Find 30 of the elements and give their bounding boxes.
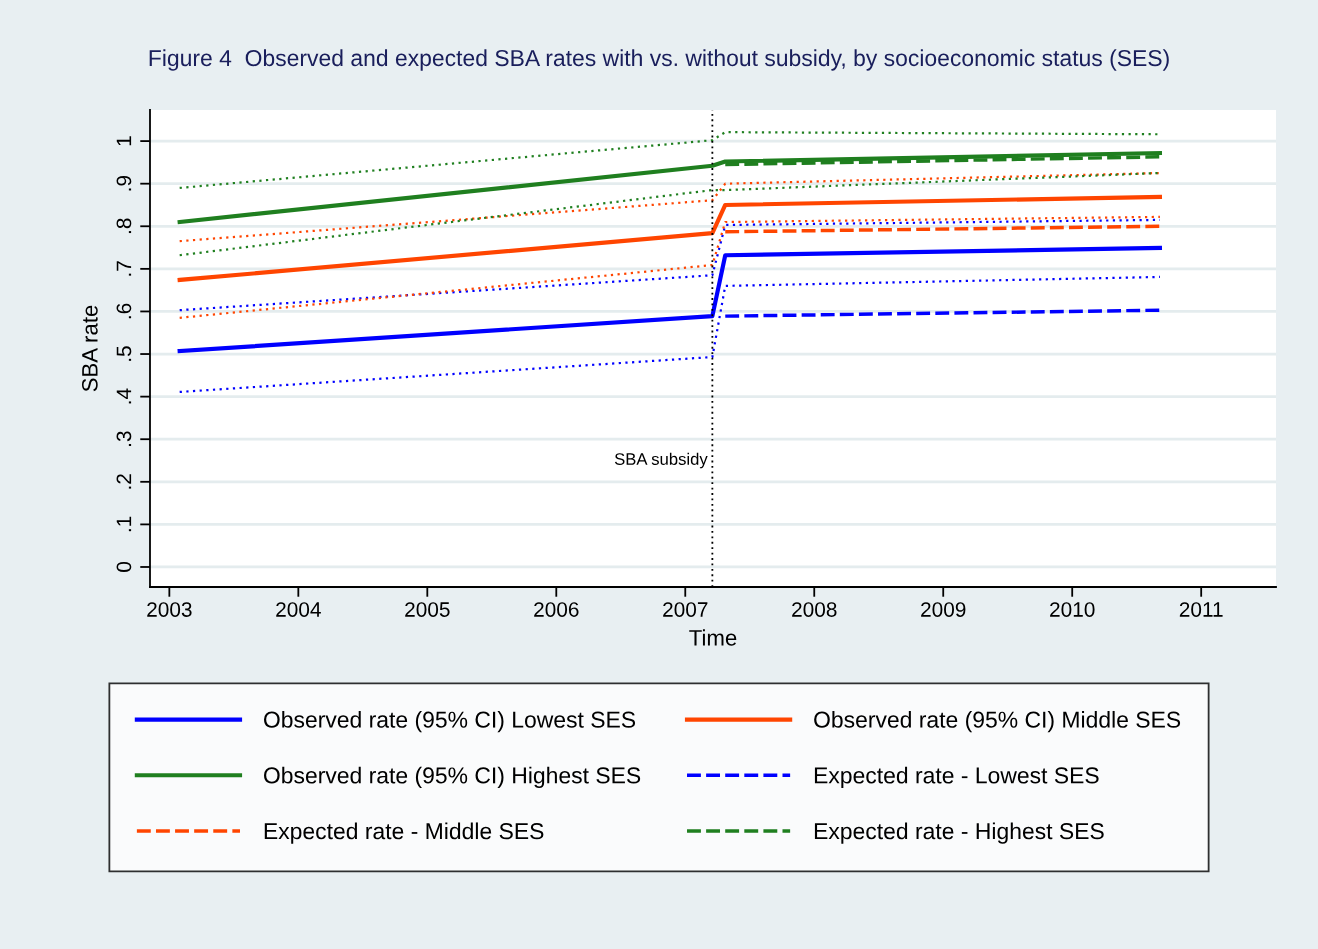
x-tick-label: 2005	[405, 602, 450, 617]
x-tick-label: 2009	[921, 602, 966, 617]
y-tick-label: .9	[116, 175, 132, 191]
ref-line-label: SBA subsidy	[614, 452, 708, 469]
y-tick-label: 0	[116, 562, 132, 572]
y-tick-label: .4	[116, 388, 132, 404]
legend-label: Observed rate (95% CI) Lowest SES	[264, 710, 636, 733]
x-tick-label: 2006	[534, 602, 579, 617]
legend-label: Expected rate - Highest SES	[814, 822, 1104, 844]
legend-label: Expected rate - Middle SES	[264, 822, 544, 844]
y-tick-label: .2	[116, 474, 132, 489]
legend-label: Observed rate (95% CI) Highest SES	[264, 766, 641, 789]
y-tick-label: .8	[116, 218, 132, 234]
y-tick-label: 1	[116, 136, 132, 146]
legend-label: Expected rate - Lowest SES	[814, 766, 1099, 789]
y-tick-label: .1	[116, 516, 132, 532]
chart-title: Figure 4 Observed and expected SBA rates with vs. without subsidy, by socioeconomic status (SES)	[149, 49, 1169, 71]
y-tick-label: .6	[116, 303, 132, 319]
x-tick-label: 2007	[663, 602, 708, 617]
x-axis-title: Time	[689, 629, 737, 646]
x-tick-label: 2004	[276, 602, 321, 617]
x-tick-label: 2011	[1179, 602, 1223, 617]
y-axis-title: SBA rate	[81, 305, 98, 392]
y-tick-label: .7	[116, 261, 132, 276]
x-tick-label: 2008	[792, 602, 837, 617]
x-tick-label: 2010	[1050, 602, 1095, 617]
legend-label: Observed rate (95% CI) Middle SES	[814, 710, 1181, 733]
y-tick-label: .5	[116, 346, 132, 361]
y-tick-label: .3	[116, 431, 132, 446]
x-tick-label: 2003	[147, 602, 192, 617]
